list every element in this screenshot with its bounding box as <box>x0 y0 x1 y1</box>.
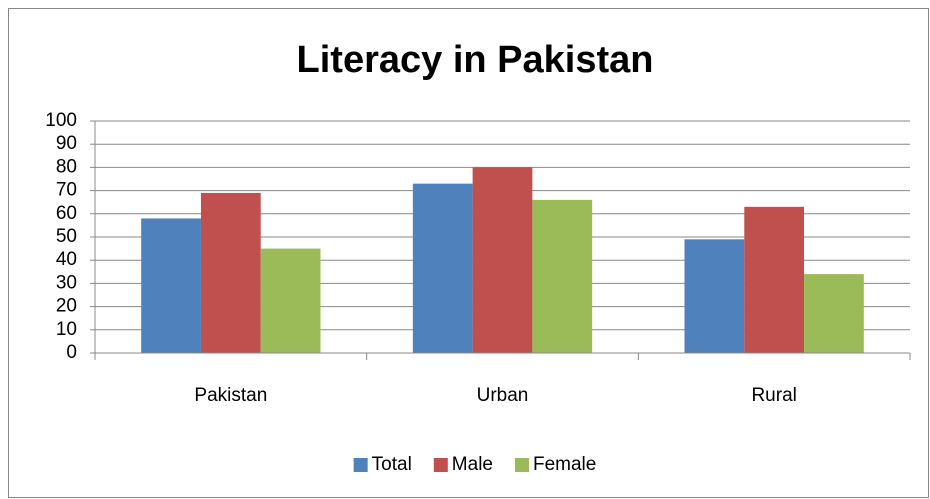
x-tick-label: Urban <box>477 385 529 406</box>
bar <box>200 192 261 353</box>
y-tick-label: 40 <box>56 249 77 270</box>
y-tick-label: 20 <box>56 296 77 317</box>
bar <box>472 167 533 353</box>
legend-swatch <box>433 458 448 472</box>
bar <box>804 274 864 353</box>
y-tick-label: 90 <box>56 133 77 154</box>
bar <box>141 218 201 353</box>
bar <box>684 239 745 353</box>
legend-swatch <box>514 458 529 472</box>
bar <box>412 183 473 353</box>
bar <box>260 248 321 353</box>
bar <box>744 206 805 353</box>
legend-label: Male <box>452 454 493 475</box>
legend-label: Total <box>372 454 412 475</box>
y-tick-label: 50 <box>56 226 77 247</box>
y-tick-label: 30 <box>56 272 77 293</box>
y-tick-label: 80 <box>56 156 77 177</box>
x-tick-label: Rural <box>751 385 796 406</box>
y-tick-label: 100 <box>45 110 77 131</box>
y-tick-label: 0 <box>66 342 77 363</box>
y-tick-label: 70 <box>56 180 77 201</box>
legend-label: Female <box>533 454 596 475</box>
y-tick-label: 60 <box>56 203 77 224</box>
chart-title: Literacy in Pakistan <box>297 39 654 81</box>
bar <box>532 199 593 353</box>
legend-swatch <box>353 458 368 472</box>
y-tick-label: 10 <box>56 319 77 340</box>
x-tick-label: Pakistan <box>194 385 267 406</box>
